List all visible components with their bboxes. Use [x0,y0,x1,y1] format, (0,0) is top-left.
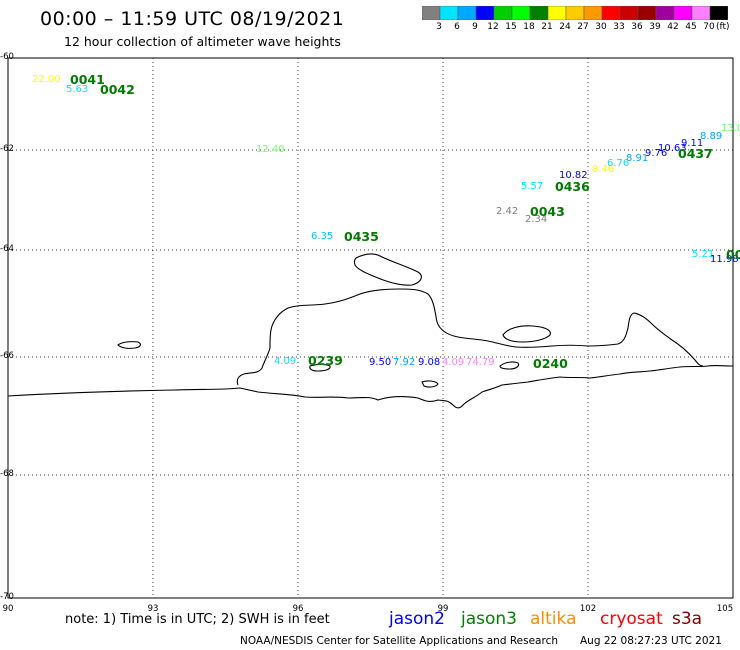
legend-label: 30 [595,22,607,32]
wave-height-value: 5.57 [521,181,544,192]
pass-label: 00 [726,247,740,262]
legend-swatch [547,6,567,20]
wave-height-value: 5.63 [66,84,89,95]
wave-height-value: 2.34 [525,214,548,225]
wave-height-value: 10.63 [658,143,687,154]
legend-label: 33 [613,22,625,32]
wave-height-value: 4.09 [442,357,465,368]
lon-label: 96 [292,604,304,614]
lon-label: 90 [2,604,14,614]
legend-unit: (ft) [716,22,730,32]
legend-swatch [655,6,675,20]
satellite-s3a: s3a [672,609,703,629]
legend-swatch [457,6,477,20]
legend-label: 70 [703,22,715,32]
credit-line: NOAA/NESDIS Center for Satellite Applica… [240,635,558,647]
graticule [8,58,733,598]
legend-swatch [691,6,711,20]
lat-label: -68 [0,469,14,479]
pass-label: 0042 [100,82,135,97]
wave-height-value: 10.82 [559,170,588,181]
legend-swatch [601,6,621,20]
lat-label: -62 [0,144,14,154]
pass-label: 0239 [308,353,343,368]
legend-swatch [583,6,603,20]
legend-label: 42 [667,22,679,32]
wave-height-value: 2.42 [496,206,519,217]
wave-height-value: 8.46 [592,164,615,175]
wave-height-value: 13.0 [721,123,740,134]
pass-label: 0437 [678,146,713,161]
wave-height-value: 8.89 [700,131,723,142]
wave-height-value: 9.50 [369,357,392,368]
legend-swatch [422,6,441,20]
satellite-jason3: jason3 [461,609,517,629]
legend-swatch [619,6,639,20]
wave-height-value: 9.76 [645,148,668,159]
legend-swatch [709,6,728,20]
legend-label: 12 [487,22,499,32]
legend-label: 9 [472,22,478,32]
pass-label: 0240 [533,356,568,371]
footer-note: note: 1) Time is in UTC; 2) SWH is in fe… [65,612,330,627]
wave-height-value: 9.08 [418,357,441,368]
lat-label: -64 [0,244,14,254]
legend-label: 27 [577,22,589,32]
legend-label: 21 [541,22,553,32]
legend-swatch [475,6,495,20]
legend-label: 3 [436,22,442,32]
wave-height-value: 7.92 [393,357,416,368]
map-frame [7,57,734,599]
legend-swatch [511,6,531,20]
wave-height-value: 12.40 [256,144,285,155]
pass-label: 0435 [344,229,379,244]
wave-height-value: 6.76 [607,158,630,169]
lat-label: -66 [0,351,14,361]
pass-label: 0043 [530,204,565,219]
satellite-altika: altika [530,609,577,629]
legend-label: 36 [631,22,643,32]
lat-label: -60 [0,52,14,62]
swh-color-legend [422,6,728,20]
chart-subtitle: 12 hour collection of altimeter wave hei… [64,34,341,49]
legend-swatch [493,6,513,20]
legend-swatch [673,6,693,20]
pass-label: 0041 [70,72,105,87]
legend-swatch [637,6,657,20]
legend-swatch [529,6,549,20]
legend-swatch [565,6,585,20]
lon-label: 93 [147,604,159,614]
legend-label: 15 [505,22,517,32]
lon-label: 105 [716,604,734,614]
legend-label: 6 [454,22,460,32]
wave-height-value: 8.91 [626,153,649,164]
wave-height-value: 9.11 [681,138,704,149]
chart-title: 00:00 – 11:59 UTC 08/19/2021 [40,8,345,30]
satellite-cryosat: cryosat [600,609,663,629]
wave-height-value: 6.35 [311,231,334,242]
wave-height-value: 22.00 [32,74,61,85]
wave-height-value: 11.98 [710,254,739,265]
satellite-jason2: jason2 [389,609,445,629]
wave-height-value: 74.79 [466,357,495,368]
coastline [7,253,734,409]
lat-label: -70 [0,592,14,602]
legend-label: 39 [649,22,661,32]
lon-label: 102 [579,604,597,614]
legend-label: 45 [685,22,697,32]
wave-height-value: 5.21 [692,249,715,260]
legend-label: 18 [523,22,535,32]
generated-timestamp: Aug 22 08:27:23 UTC 2021 [580,635,722,647]
legend-swatch [439,6,459,20]
lon-label: 99 [437,604,449,614]
pass-label: 0436 [555,179,590,194]
legend-label: 24 [559,22,571,32]
wave-height-value: 4.09 [274,356,297,367]
